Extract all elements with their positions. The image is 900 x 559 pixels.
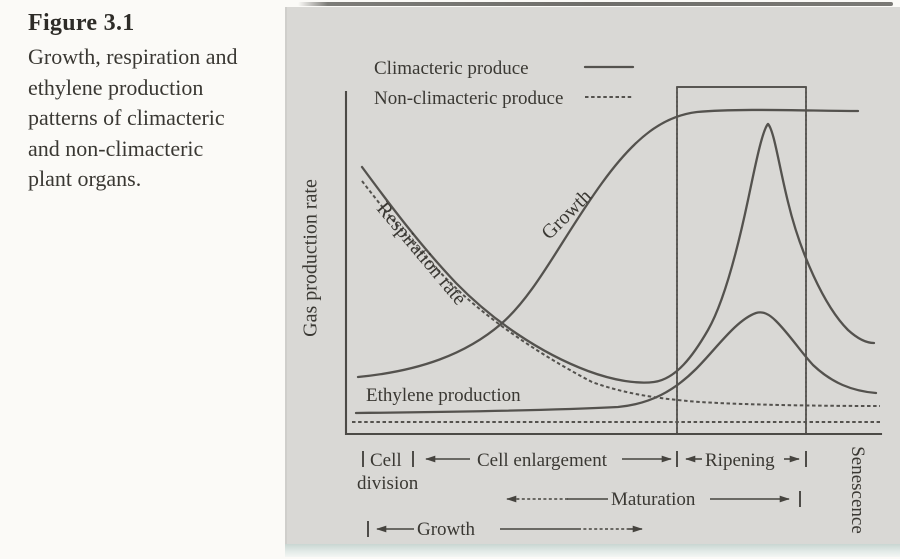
stage-senescence-label: Senescence — [847, 446, 868, 534]
stage-ripening-label: Ripening — [705, 450, 775, 471]
stage-boundary-ticks — [362, 451, 807, 467]
figure-label: Figure 3.1 — [28, 10, 135, 36]
respiration-nonclimacteric-curve — [361, 180, 881, 407]
ethylene-climacteric-curve — [354, 311, 878, 415]
stage-cell-enlargement-label: Cell enlargement — [477, 450, 607, 471]
page-edge-strip — [285, 544, 900, 557]
stage-cell-label: Cell — [370, 450, 402, 471]
growth-curve — [356, 108, 860, 379]
ethylene-production-label: Ethylene production — [366, 385, 521, 406]
span-maturation-label: Maturation — [611, 489, 696, 510]
y-axis-label: Gas production rate — [299, 179, 322, 337]
legend-item-nonclimacteric: Non-climacteric produce — [374, 88, 564, 109]
respiration-climacteric-curve — [360, 122, 876, 384]
ripening-hatch-region — [676, 86, 807, 435]
span-growth-label: Growth — [417, 519, 476, 540]
figure-caption-text: Growth, respiration and ethylene product… — [28, 44, 238, 191]
stage-division-label: division — [357, 473, 419, 494]
legend-item-climacteric: Climacteric produce — [374, 58, 529, 79]
panel-top-edge — [298, 2, 893, 6]
axes — [344, 90, 883, 436]
